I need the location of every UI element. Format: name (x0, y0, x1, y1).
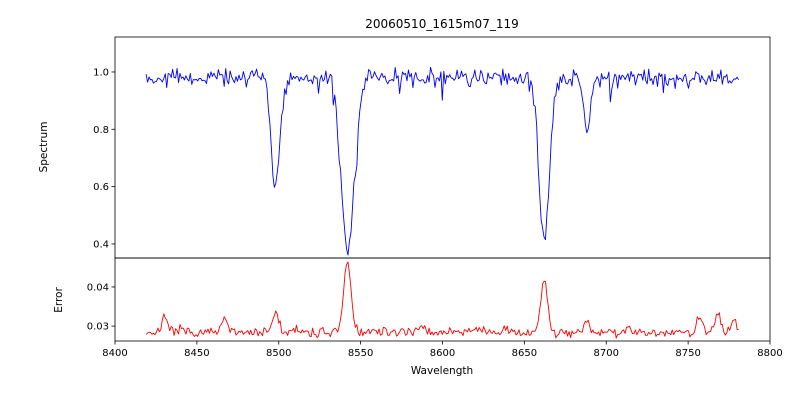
x-tick-label: 8550 (348, 348, 373, 359)
x-tick-label: 8450 (184, 348, 209, 359)
y-tick-label: 0.6 (93, 182, 109, 193)
y-tick-label: 0.4 (93, 239, 109, 250)
x-tick-label: 8750 (675, 348, 700, 359)
spectrum-axes-frame (114, 36, 771, 259)
error-axes-frame (114, 257, 771, 342)
error-panel: 0.03 0.04 8400 8450 8500 8550 8600 8650 8700 8750… (87, 257, 783, 359)
y-tick-label: 1.0 (93, 67, 109, 78)
x-tick-label: 8800 (757, 348, 782, 359)
x-tick-label: 8600 (430, 348, 455, 359)
y-axis-label-spectrum: Spectrum (38, 122, 50, 173)
y-axis-label-error: Error (53, 287, 65, 313)
x-tick-label: 8700 (594, 348, 619, 359)
plot-panels: 0.4 0.6 0.8 1.0 0.03 0.04 8400 8450 8500 8550 8600… (87, 36, 783, 359)
y-tick-label: 0.04 (87, 282, 109, 293)
y-tick-label: 0.03 (87, 322, 109, 333)
x-tick-label: 8650 (512, 348, 537, 359)
spectrum-panel: 0.4 0.6 0.8 1.0 (93, 36, 771, 259)
y-tick-label: 0.8 (93, 125, 109, 136)
spectrum-line (145, 66, 739, 256)
chart-title: 20060510_1615m07_119 (365, 17, 518, 31)
error-line (145, 261, 739, 339)
x-tick-label: 8400 (102, 348, 127, 359)
x-tick-label: 8500 (266, 348, 291, 359)
x-axis-label: Wavelength (411, 365, 473, 377)
